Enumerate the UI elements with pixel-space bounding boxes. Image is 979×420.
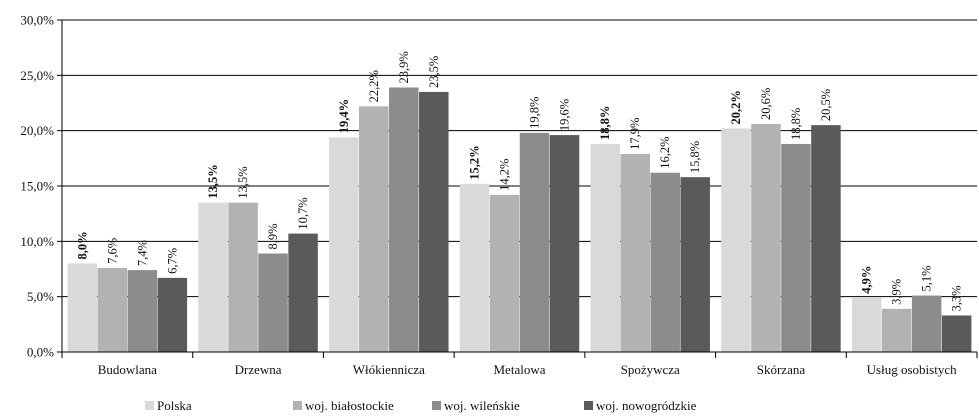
- data-labels: 8,0% 13,5% 19,4% 15,2% 18,8% 20,2% 4,9% 7,6% 13,…: [75, 51, 963, 311]
- bar: [650, 172, 680, 352]
- data-label: 13,5%: [236, 166, 250, 198]
- bar: [941, 315, 972, 352]
- bar: [419, 91, 449, 352]
- bar: [911, 295, 942, 352]
- data-label: 20,2%: [729, 90, 743, 124]
- data-label: 15,8%: [688, 141, 702, 173]
- x-tick-label: Budowlana: [98, 362, 157, 377]
- bar: [721, 128, 751, 352]
- data-label: 23,5%: [427, 56, 441, 88]
- y-tick-label: 25,0%: [20, 68, 54, 83]
- data-label: 19,8%: [528, 97, 542, 129]
- y-tick-label: 10,0%: [20, 234, 54, 249]
- data-label: 8,9%: [266, 223, 280, 249]
- bar: [288, 233, 318, 352]
- legend-swatch: [145, 401, 154, 410]
- bar: [881, 308, 912, 352]
- data-label: 4,9%: [860, 266, 874, 294]
- data-label: 17,9%: [628, 118, 642, 150]
- bar: [519, 132, 550, 352]
- bars: [67, 87, 972, 353]
- bar: [459, 183, 490, 352]
- bar: [549, 135, 580, 352]
- data-label: 14,2%: [498, 159, 512, 191]
- data-label: 3,3%: [950, 285, 964, 311]
- legend-label: woj. nowogródzkie: [596, 398, 697, 413]
- y-tick-label: 20,0%: [20, 123, 54, 138]
- data-label: 19,4%: [337, 99, 351, 133]
- bar: [359, 106, 389, 352]
- y-axis: 0,0% 5,0% 10,0% 15,0% 20,0% 25,0% 30,0%: [20, 13, 63, 360]
- bar: [489, 194, 520, 352]
- x-tick-label: Metalowa: [494, 362, 546, 377]
- bar: [851, 297, 882, 352]
- x-tick-label: Włókiennicza: [353, 362, 425, 377]
- data-label: 18,8%: [598, 106, 612, 140]
- bar: [620, 153, 650, 352]
- data-label: 13,5%: [206, 164, 220, 198]
- data-label: 15,2%: [468, 145, 482, 179]
- x-tick-label: Spożywcza: [621, 362, 680, 377]
- data-label: 10,7%: [296, 197, 310, 229]
- legend-label: Polska: [157, 398, 192, 413]
- bar: [67, 263, 98, 352]
- bar: [228, 202, 258, 352]
- data-label: 20,5%: [819, 89, 833, 121]
- bar: [781, 143, 811, 352]
- bar: [811, 125, 841, 352]
- data-label: 22,2%: [367, 70, 381, 102]
- x-tick-label: Skórzana: [757, 362, 806, 377]
- bar: [590, 143, 620, 352]
- data-label: 23,9%: [397, 51, 411, 83]
- bar: [329, 137, 359, 352]
- data-label: 3,9%: [890, 279, 904, 305]
- bar: [389, 87, 419, 353]
- legend: Polska woj. białostockie woj. wileńskie woj…: [145, 398, 697, 413]
- x-tick-label: Drzewna: [235, 362, 282, 377]
- data-label: 7,4%: [135, 240, 149, 266]
- x-axis: Budowlana Drzewna Włókiennicza Metalowa Spoż…: [61, 351, 978, 377]
- y-tick-label: 5,0%: [27, 289, 54, 304]
- bar: [680, 177, 710, 352]
- y-tick-label: 0,0%: [27, 345, 54, 360]
- legend-label: woj. białostockie: [305, 398, 394, 413]
- bar: [157, 277, 188, 352]
- legend-swatch: [293, 401, 302, 410]
- data-label: 16,2%: [658, 136, 672, 168]
- bar: [751, 124, 781, 352]
- data-label: 6,7%: [165, 248, 179, 274]
- data-label: 5,1%: [920, 266, 934, 292]
- data-label: 7,6%: [105, 238, 119, 264]
- data-label: 20,6%: [759, 88, 773, 120]
- data-label: 18,8%: [789, 108, 803, 140]
- x-tick-label: Usług osobistych: [867, 362, 957, 377]
- bar: [198, 202, 228, 352]
- legend-label: woj. wileńskie: [444, 398, 520, 413]
- data-label: 8,0%: [75, 231, 89, 259]
- bar: [127, 270, 158, 352]
- bar: [97, 267, 128, 352]
- data-label: 19,6%: [558, 99, 572, 131]
- bar: [258, 253, 288, 352]
- legend-swatch: [584, 401, 593, 410]
- y-tick-label: 15,0%: [20, 179, 54, 194]
- legend-swatch: [432, 401, 441, 410]
- y-tick-label: 30,0%: [20, 13, 54, 28]
